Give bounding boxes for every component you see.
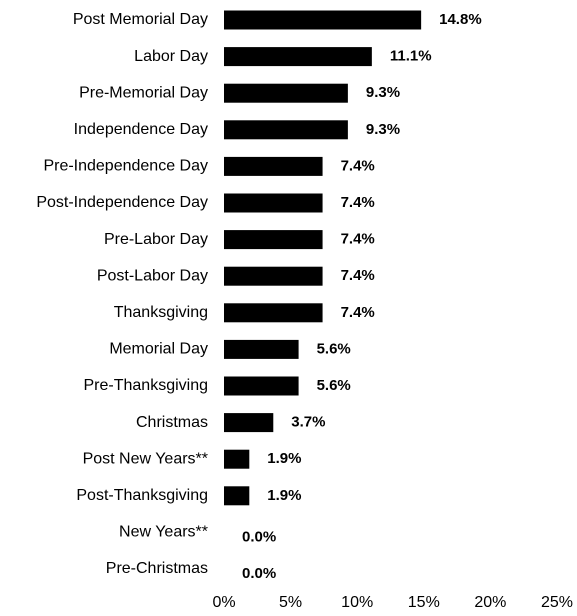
- category-label: Post-Labor Day: [97, 267, 208, 284]
- value-label: 1.9%: [267, 487, 301, 504]
- category-labels: Post Memorial Day Labor Day Pre-Memorial D…: [36, 11, 208, 577]
- bar: [224, 486, 250, 506]
- category-label: Memorial Day: [109, 341, 208, 358]
- x-axis-ticks: 0% 5% 10% 15% 20% 25%: [212, 594, 573, 611]
- value-labels: 14.8% 11.1% 9.3% 9.3% 7.4% 7.4% 7.4% 7.4% 7.4% 5.…: [242, 11, 482, 582]
- x-tick-label: 25%: [541, 594, 573, 611]
- category-label: Thanksgiving: [114, 304, 208, 321]
- category-label: Pre-Memorial Day: [79, 84, 208, 101]
- value-label: 7.4%: [341, 267, 375, 284]
- category-label: Independence Day: [74, 121, 208, 138]
- category-label: Post-Thanksgiving: [76, 487, 208, 504]
- category-label: Labor Day: [134, 48, 208, 65]
- bar: [224, 120, 348, 140]
- x-tick-label: 5%: [279, 594, 302, 611]
- bar: [224, 10, 422, 30]
- bar: [224, 156, 323, 176]
- value-label: 0.0%: [242, 528, 276, 545]
- category-label: Christmas: [136, 414, 208, 431]
- value-label: 5.6%: [317, 377, 351, 394]
- bars: [224, 10, 422, 506]
- bar: [224, 193, 323, 213]
- value-label: 0.0%: [242, 565, 276, 582]
- value-label: 9.3%: [366, 121, 400, 138]
- value-label: 7.4%: [341, 157, 375, 174]
- value-label: 7.4%: [341, 231, 375, 248]
- category-label: Pre-Independence Day: [43, 158, 208, 175]
- x-tick-label: 20%: [474, 594, 506, 611]
- category-label: Pre-Labor Day: [104, 231, 208, 248]
- bar: [224, 376, 299, 396]
- value-label: 11.1%: [390, 48, 432, 65]
- category-label: Post-Independence Day: [36, 194, 208, 211]
- bar: [224, 47, 372, 67]
- category-label: Post Memorial Day: [73, 11, 208, 28]
- value-label: 7.4%: [341, 194, 375, 211]
- bar: [224, 449, 250, 469]
- category-label: Pre-Thanksgiving: [84, 377, 209, 394]
- value-label: 9.3%: [366, 84, 400, 101]
- bar: [224, 413, 274, 433]
- x-tick-label: 15%: [408, 594, 440, 611]
- bar: [224, 266, 323, 286]
- category-label: Post New Years**: [83, 450, 208, 467]
- value-label: 14.8%: [439, 11, 482, 28]
- category-label: New Years**: [119, 524, 208, 541]
- bar: [224, 303, 323, 323]
- x-tick-label: 0%: [212, 594, 235, 611]
- value-label: 7.4%: [341, 304, 375, 321]
- bar: [224, 230, 323, 250]
- value-label: 5.6%: [317, 340, 351, 357]
- value-label: 1.9%: [267, 450, 301, 467]
- x-tick-label: 10%: [341, 594, 373, 611]
- category-label: Pre-Christmas: [106, 560, 208, 577]
- bar: [224, 339, 299, 359]
- value-label: 3.7%: [291, 414, 325, 431]
- bar: [224, 83, 348, 103]
